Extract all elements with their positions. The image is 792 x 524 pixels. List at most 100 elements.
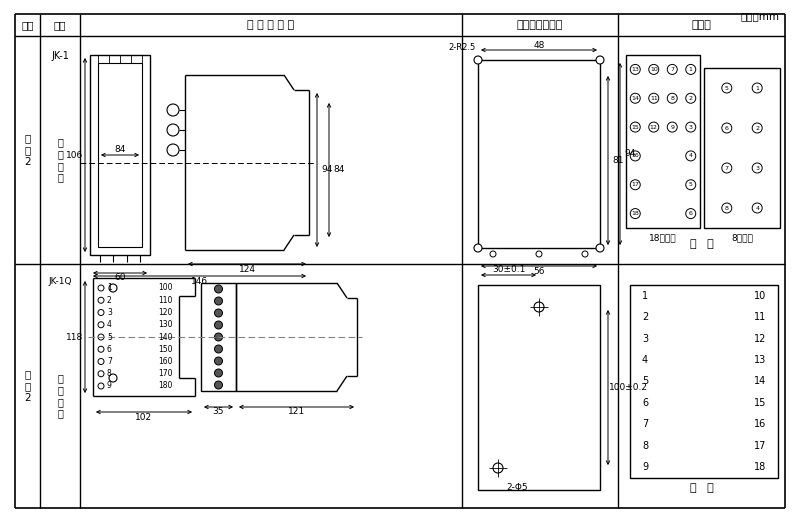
Circle shape	[722, 203, 732, 213]
Circle shape	[752, 123, 762, 133]
Bar	[478, 285, 600, 490]
Text: 7: 7	[725, 166, 729, 170]
Circle shape	[649, 122, 659, 132]
Text: 8: 8	[725, 205, 729, 211]
Text: 56: 56	[533, 267, 545, 276]
Text: 安装开孔尺弸图: 安装开孔尺弸图	[517, 20, 563, 30]
Text: 146: 146	[191, 277, 208, 286]
Circle shape	[630, 180, 640, 190]
Text: 7: 7	[642, 419, 648, 429]
Text: 2-R2.5: 2-R2.5	[449, 43, 476, 52]
Text: 2: 2	[642, 312, 648, 322]
Text: 100: 100	[158, 283, 173, 292]
Text: 附
图
2: 附 图 2	[25, 369, 31, 402]
Text: 84: 84	[333, 166, 345, 174]
Bar	[201, 283, 236, 391]
Text: 2: 2	[689, 96, 693, 101]
Bar	[630, 285, 778, 478]
Circle shape	[534, 302, 544, 312]
Text: 8: 8	[642, 441, 648, 451]
Circle shape	[215, 369, 223, 377]
Text: 13: 13	[754, 355, 766, 365]
Bar	[478, 60, 600, 248]
Circle shape	[109, 374, 117, 382]
Circle shape	[215, 357, 223, 365]
Text: 35: 35	[213, 408, 224, 417]
Text: 3: 3	[107, 308, 112, 317]
Text: 94: 94	[624, 149, 636, 158]
Bar	[98, 63, 142, 247]
Circle shape	[167, 144, 179, 156]
Text: 板
前
接
线: 板 前 接 线	[57, 374, 63, 418]
Circle shape	[630, 64, 640, 74]
Text: 2: 2	[756, 126, 760, 130]
Circle shape	[215, 381, 223, 389]
Circle shape	[630, 209, 640, 219]
Circle shape	[722, 123, 732, 133]
Bar	[626, 55, 700, 228]
Circle shape	[215, 321, 223, 329]
Text: JK-1: JK-1	[51, 51, 69, 61]
Text: 4: 4	[689, 154, 693, 158]
Text: 图号: 图号	[21, 20, 34, 30]
Text: 附
图
2: 附 图 2	[25, 134, 31, 167]
Text: 8: 8	[107, 369, 112, 378]
Text: 130: 130	[158, 320, 173, 329]
Text: 94: 94	[322, 166, 333, 174]
Circle shape	[752, 163, 762, 173]
Circle shape	[215, 345, 223, 353]
Text: 4: 4	[642, 355, 648, 365]
Circle shape	[630, 151, 640, 161]
Text: 18点端子: 18点端子	[649, 234, 677, 243]
Circle shape	[596, 244, 604, 252]
Text: 9: 9	[642, 462, 648, 472]
Text: 2: 2	[107, 296, 112, 305]
Text: 端子图: 端子图	[691, 20, 711, 30]
Text: 8: 8	[670, 96, 674, 101]
Text: 5: 5	[689, 182, 693, 187]
Text: 118: 118	[67, 333, 84, 342]
Circle shape	[167, 124, 179, 136]
Circle shape	[582, 251, 588, 257]
Circle shape	[536, 251, 542, 257]
Circle shape	[490, 251, 496, 257]
Text: 10: 10	[650, 67, 657, 72]
Text: 6: 6	[107, 345, 112, 354]
Circle shape	[649, 64, 659, 74]
Text: 150: 150	[158, 345, 173, 354]
Circle shape	[167, 104, 179, 116]
Text: 14: 14	[631, 96, 639, 101]
Circle shape	[722, 163, 732, 173]
Text: 4: 4	[107, 320, 112, 329]
Circle shape	[630, 122, 640, 132]
Text: 15: 15	[631, 125, 639, 129]
Text: 14: 14	[754, 377, 766, 387]
Text: 120: 120	[158, 308, 173, 317]
Circle shape	[649, 93, 659, 103]
Circle shape	[686, 122, 695, 132]
Circle shape	[98, 383, 104, 389]
Text: 9: 9	[107, 381, 112, 390]
Text: 106: 106	[67, 150, 84, 159]
Text: 110: 110	[158, 296, 173, 305]
Circle shape	[215, 333, 223, 341]
Text: 60: 60	[114, 274, 126, 282]
Text: 13: 13	[631, 67, 639, 72]
Text: 6: 6	[725, 126, 729, 130]
Circle shape	[686, 64, 695, 74]
Text: 15: 15	[754, 398, 766, 408]
Text: 11: 11	[754, 312, 766, 322]
Text: 81: 81	[612, 156, 624, 165]
Text: 2-Φ5: 2-Φ5	[506, 484, 527, 493]
Text: 100±0.2: 100±0.2	[608, 383, 648, 392]
Text: 板
后
接
线: 板 后 接 线	[57, 138, 63, 182]
Circle shape	[109, 284, 117, 292]
Text: 16: 16	[754, 419, 766, 429]
Bar	[704, 68, 780, 228]
Text: 102: 102	[135, 412, 153, 421]
Circle shape	[215, 297, 223, 305]
Text: 外 形 尺 弸 图: 外 形 尺 弸 图	[247, 20, 295, 30]
Text: 5: 5	[107, 333, 112, 342]
Circle shape	[667, 122, 677, 132]
Circle shape	[98, 346, 104, 352]
